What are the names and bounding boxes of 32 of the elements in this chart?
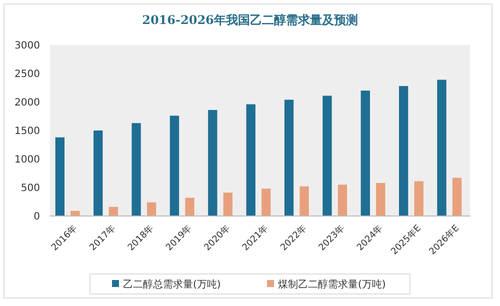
bar [262,188,271,216]
bar [338,184,348,216]
bar [284,100,294,216]
y-tick-label: 3000 [14,40,40,52]
bar [452,178,462,216]
bar [398,86,408,216]
bar [322,96,332,216]
y-tick-label: 2000 [14,98,40,108]
bar [300,186,309,216]
bar [132,123,141,216]
bar [70,210,80,216]
legend-label: 乙二醇总需求量(万吨) [123,278,221,290]
bar [208,110,218,216]
legend-label: 煤制乙二醇需求量(万吨) [278,278,386,290]
bar [437,80,446,216]
chart-title: 2016-2026年我国乙二醇需求量及预测 [142,13,358,27]
y-tick-label: 1000 [14,154,40,166]
bar [94,130,103,216]
bar [185,198,194,216]
bar [223,192,233,216]
bar [170,116,180,216]
bar [146,202,156,216]
y-tick-label: 1500 [14,126,40,137]
bar [55,137,65,216]
bar [246,104,256,216]
y-tick-label: 2500 [14,69,40,80]
bar [414,181,424,216]
bar [360,90,370,216]
y-tick-label: 0 [34,212,40,222]
bar [108,206,118,216]
y-tick-label: 500 [20,183,40,194]
bar [376,182,386,216]
